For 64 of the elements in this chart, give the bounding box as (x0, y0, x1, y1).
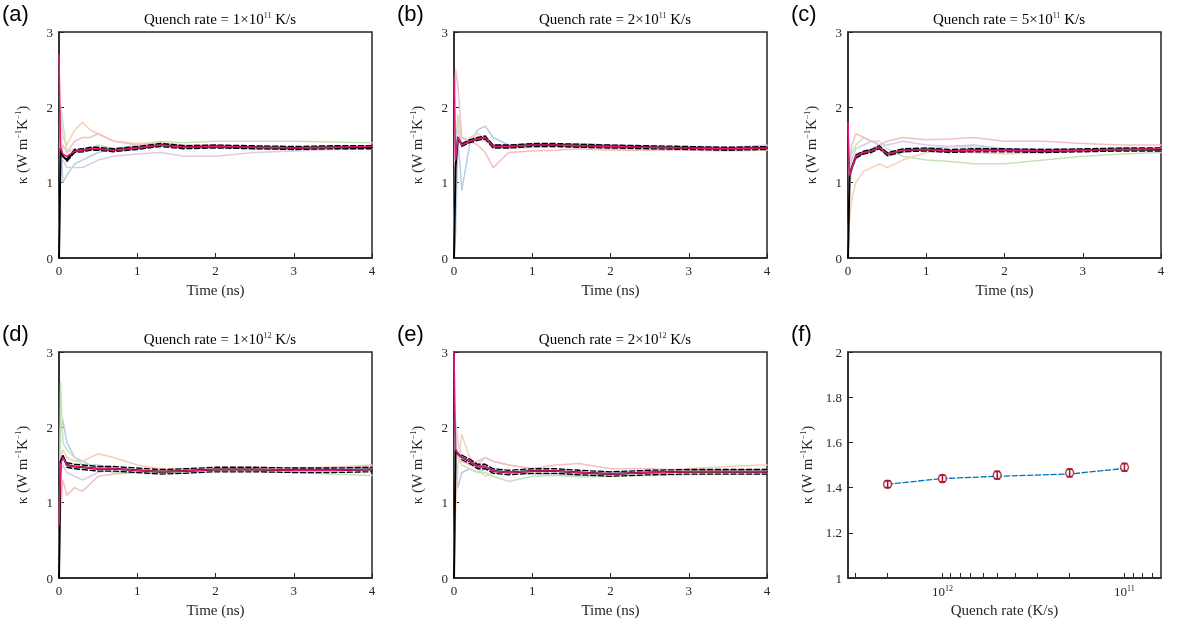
x-tick-label: 4 (763, 263, 771, 278)
y-axis-title: κ (W m−1K−1) (799, 425, 817, 505)
y-tick-label: 0 (46, 570, 53, 586)
y-tick-label: 3 (441, 344, 448, 360)
y-axis-title: κ (W m−1K−1) (408, 105, 426, 185)
x-tick-label: 1 (529, 263, 536, 278)
y-tick-label: 1 (46, 495, 53, 511)
y-tick-label: 2 (441, 419, 448, 435)
y-tick-label: 3 (46, 24, 53, 40)
text: (a) (2, 0, 29, 26)
x-tick-label: 2 (607, 263, 614, 278)
x-tick-label: 3 (290, 583, 297, 598)
x-tick-label: 2 (212, 583, 219, 598)
y-tick-label: 1.8 (825, 389, 842, 405)
x-axis-title: Quench rate (K/s) (950, 602, 1059, 620)
x-axis-title: Time (ns) (581, 601, 640, 619)
x-tick-label: 4 (368, 583, 376, 598)
text: (f) (791, 320, 812, 346)
y-tick-label: 0 (46, 250, 53, 266)
y-tick-label: 3 (835, 24, 842, 40)
y-tick-label: 1 (441, 495, 448, 511)
x-tick-label: 3 (685, 263, 692, 278)
y-tick-label: 1 (835, 570, 842, 586)
x-tick-label: 2 (607, 583, 614, 598)
text: (d) (2, 320, 29, 346)
x-tick-label: 3 (685, 583, 692, 598)
y-tick-label: 0 (441, 250, 448, 266)
x-axis-title: Time (ns) (581, 281, 640, 299)
y-tick-label: 1.6 (825, 434, 843, 450)
y-tick-label: 2 (46, 419, 53, 435)
y-axis-title: κ (W m−1K−1) (13, 105, 31, 185)
x-tick-label: 2 (1001, 263, 1008, 278)
y-tick-label: 1 (46, 175, 53, 191)
y-tick-label: 1.2 (825, 525, 842, 541)
x-tick-label: 3 (1079, 263, 1086, 278)
y-axis-title: κ (W m−1K−1) (408, 425, 426, 505)
y-tick-label: 2 (46, 99, 53, 115)
y-axis-title: κ (W m−1K−1) (802, 105, 820, 185)
y-tick-label: 3 (441, 24, 448, 40)
y-tick-label: 2 (835, 344, 842, 360)
text: (b) (397, 0, 424, 26)
y-axis-title: κ (W m−1K−1) (13, 425, 31, 505)
x-tick-label: 4 (368, 263, 376, 278)
x-tick-label: 1 (134, 583, 141, 598)
text: (c) (791, 0, 817, 26)
y-tick-label: 0 (441, 570, 448, 586)
x-tick-label: 2 (212, 263, 219, 278)
x-tick-label: 1 (923, 263, 930, 278)
x-tick-label: 1 (134, 263, 141, 278)
y-tick-label: 2 (835, 99, 842, 115)
y-tick-label: 2 (441, 99, 448, 115)
x-axis-title: Time (ns) (975, 281, 1034, 299)
x-tick-label: 1 (529, 583, 536, 598)
x-axis-title: Time (ns) (186, 281, 245, 299)
x-tick-label: 4 (1157, 263, 1165, 278)
y-tick-label: 0 (835, 250, 842, 266)
text: (e) (397, 320, 424, 346)
x-tick-label: 4 (763, 583, 771, 598)
y-tick-label: 1 (835, 175, 842, 191)
y-tick-label: 1.4 (825, 480, 843, 496)
x-axis-title: Time (ns) (186, 601, 245, 619)
x-tick-label: 3 (290, 263, 297, 278)
y-tick-label: 3 (46, 344, 53, 360)
y-tick-label: 1 (441, 175, 448, 191)
